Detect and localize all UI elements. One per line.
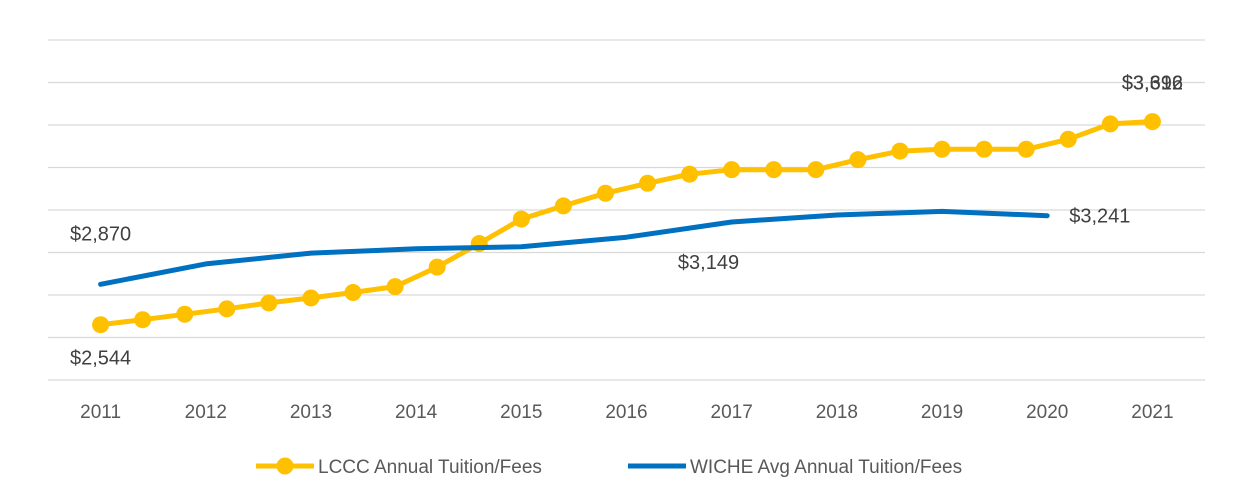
series-point [386, 278, 404, 296]
series-point [92, 316, 110, 334]
x-tick-label: 2016 [605, 402, 647, 423]
x-tick-label: 2013 [290, 402, 332, 423]
series-point [428, 258, 446, 276]
x-tick-label: 2018 [816, 402, 858, 423]
series-point [134, 311, 152, 329]
series-line-1 [98, 119, 1155, 328]
x-tick-label: 2015 [500, 402, 542, 423]
series-point [1059, 130, 1077, 148]
x-tick-label: 2021 [1131, 402, 1173, 423]
series-point [849, 151, 867, 169]
series-point [639, 174, 657, 192]
series-point [512, 210, 530, 228]
data-labels: $2,544 $3,312$3,696 $2,870 $3,149 $3,241 [70, 73, 1183, 370]
legend-swatch-marker [276, 457, 294, 475]
series-point [1017, 140, 1035, 158]
series-point [344, 284, 362, 302]
series-point [176, 305, 194, 323]
data-label: $3,149 [678, 252, 739, 274]
series-point [723, 161, 741, 179]
series-layer [92, 113, 1161, 334]
series-point [807, 161, 825, 179]
gridlines [48, 39, 1205, 381]
legend: LCCC Annual Tuition/Fees WICHE Avg Annual… [256, 457, 962, 478]
series-point [933, 140, 951, 158]
data-label: $3,312 [1122, 73, 1183, 95]
legend-label: WICHE Avg Annual Tuition/Fees [690, 457, 962, 478]
x-tick-label: 2012 [185, 402, 227, 423]
series-point [891, 142, 909, 160]
series-point [302, 289, 320, 307]
series-point [765, 161, 783, 179]
legend-label: LCCC Annual Tuition/Fees [318, 457, 542, 478]
series-line-2 [98, 208, 1050, 287]
series-point [975, 140, 993, 158]
series-point [596, 184, 614, 202]
data-label: $3,696 [1122, 73, 1183, 95]
x-axis-ticks: 2011 2012 2013 2014 2015 2016 2017 2018 2019 2020… [80, 402, 1173, 423]
series-point [260, 294, 278, 312]
series-point [1143, 113, 1161, 131]
data-label: $3,241 [1069, 206, 1130, 228]
series-point [218, 300, 236, 318]
series-point [1101, 115, 1119, 133]
data-label: $2,544 [70, 348, 131, 370]
x-tick-label: 2014 [395, 402, 438, 423]
data-label: $2,870 [70, 223, 131, 245]
x-tick-label: 2019 [921, 402, 963, 423]
x-tick-label: 2017 [711, 402, 753, 423]
series-point [681, 165, 699, 183]
x-tick-label: 2011 [80, 402, 121, 423]
series-point [554, 197, 572, 215]
x-tick-label: 2020 [1026, 402, 1068, 423]
